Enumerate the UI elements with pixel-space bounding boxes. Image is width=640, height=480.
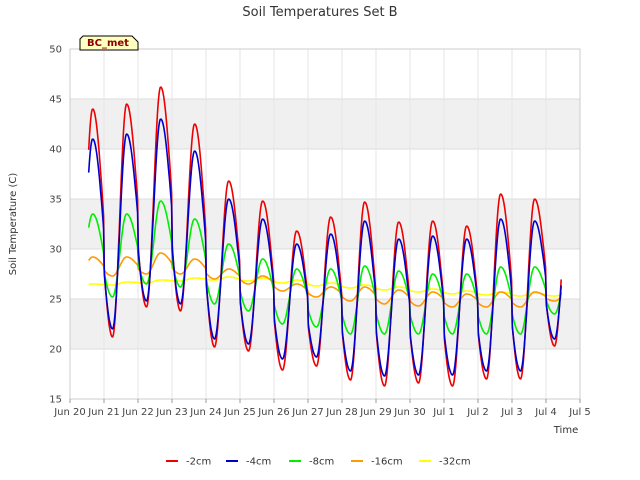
y-tick-label: 35	[49, 195, 62, 206]
x-tick-label: Jun 30	[393, 407, 426, 418]
legend-label: -16cm	[371, 457, 403, 468]
legend-label: -8cm	[309, 457, 334, 468]
legend-label: -2cm	[186, 457, 211, 468]
x-tick-label: Jun 28	[325, 407, 358, 418]
legend: -2cm -4cm -8cm -16cm -32cm	[166, 457, 471, 468]
y-axis-title: Soil Temperature (C)	[8, 173, 19, 276]
legend-label: -4cm	[246, 457, 271, 468]
x-tick-label: Jun 25	[223, 407, 256, 418]
series-line-minus-8cm	[87, 200, 562, 335]
legend-label: -32cm	[439, 457, 471, 468]
x-tick-label: Jul 2	[466, 407, 489, 418]
x-tick-label: Jun 22	[121, 407, 154, 418]
y-tick-label: 15	[49, 395, 62, 406]
station-badge-box	[79, 35, 139, 51]
y-axis-ticks: 15 20 25 30 35 40 45 50	[49, 45, 62, 406]
x-tick-label: Jun 24	[189, 407, 222, 418]
x-tick-label: Jul 4	[534, 407, 557, 418]
plot-band	[70, 299, 580, 349]
y-tick-label: 45	[49, 95, 62, 106]
y-tick-label: 20	[49, 345, 62, 356]
y-tick-label: 30	[49, 245, 62, 256]
x-tick-label: Jun 23	[155, 407, 188, 418]
station-badge-label: BC_met	[87, 38, 129, 49]
y-tick-label: 25	[49, 295, 62, 306]
plot-band	[70, 99, 580, 149]
x-tick-label: Jun 26	[257, 407, 290, 418]
plot-band	[70, 49, 580, 99]
y-tick-label: 50	[49, 45, 62, 56]
station-badge: BC_met	[79, 35, 139, 51]
chart-title: Soil Temperatures Set B	[242, 5, 397, 20]
x-tick-label: Jul 1	[432, 407, 455, 418]
y-tick-label: 40	[49, 145, 62, 156]
plot-frame	[69, 48, 581, 400]
x-tick-label: Jul 5	[568, 407, 591, 418]
series-line-minus-4cm	[87, 118, 562, 377]
x-tick-label: Jul 3	[500, 407, 523, 418]
x-tick-label: Jun 21	[87, 407, 120, 418]
x-tick-label: Jun 20	[53, 407, 86, 418]
series-lines	[87, 86, 562, 387]
plot-band	[70, 149, 580, 199]
plot-band	[70, 349, 580, 399]
x-tick-label: Jun 29	[359, 407, 392, 418]
x-axis-title: Time	[553, 425, 578, 436]
x-tick-label: Jun 27	[291, 407, 324, 418]
x-axis-ticks: Jun 20 Jun 21 Jun 22 Jun 23 Jun 24 Jun 25 Jun …	[53, 399, 591, 418]
